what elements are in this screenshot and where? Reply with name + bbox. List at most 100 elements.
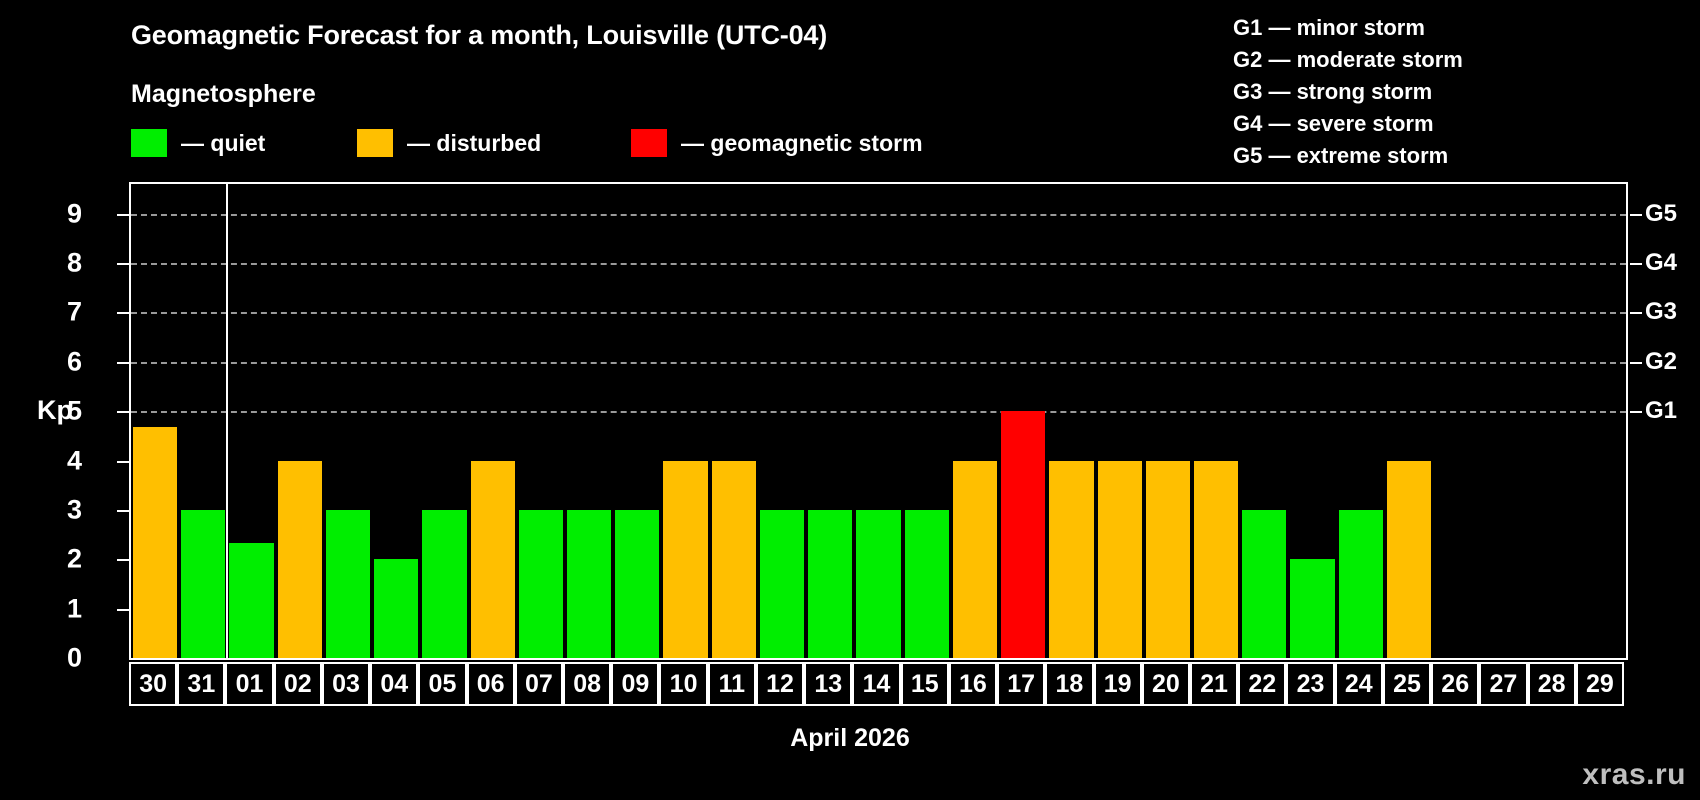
g-tick-label-G4: G4: [1645, 249, 1678, 276]
bar-day-11: [711, 460, 756, 658]
bar-day-04: [374, 559, 419, 658]
legend-swatch-icon: [631, 129, 667, 157]
bar-day-31: [181, 509, 226, 658]
plot-area: [129, 182, 1628, 660]
storm-scale-legend: G1 — minor storm G2 — moderate storm G3 — …: [1233, 12, 1463, 172]
legend-label: — geomagnetic storm: [681, 129, 923, 156]
y-tick-label-8: 8: [66, 247, 82, 278]
g-tick-mark-G1: [1630, 411, 1642, 414]
day-cell-02: 02: [273, 662, 322, 706]
bar-day-25: [1386, 460, 1432, 658]
day-cell-15: 15: [900, 662, 949, 706]
gridline-kp-8: [131, 263, 1626, 265]
day-cell-30: 30: [129, 662, 178, 706]
x-axis-label: April 2026: [790, 724, 910, 752]
day-cell-01: 01: [225, 662, 274, 706]
day-cell-12: 12: [755, 662, 805, 706]
bar-day-23: [1290, 559, 1335, 658]
bar-day-30: [133, 427, 178, 658]
y-tick-label-2: 2: [66, 543, 82, 574]
y-tick-label-5: 5: [66, 395, 82, 426]
y-axis-label: Kp: [37, 395, 73, 425]
bar-day-21: [1193, 460, 1239, 658]
day-cell-04: 04: [370, 662, 419, 706]
bar-day-16: [952, 460, 998, 658]
day-cell-24: 24: [1334, 662, 1383, 706]
day-cell-22: 22: [1238, 662, 1287, 706]
legend-swatch-icon: [131, 129, 167, 157]
bar-day-05: [422, 509, 467, 658]
day-cell-13: 13: [804, 662, 853, 706]
day-cell-18: 18: [1045, 662, 1094, 706]
gridline-kp-7: [131, 312, 1626, 315]
day-cell-21: 21: [1189, 662, 1239, 706]
y-tick-label-9: 9: [66, 198, 82, 229]
storm-scale-item-5: G5 — extreme storm: [1233, 143, 1449, 168]
day-cell-16: 16: [948, 662, 998, 706]
storm-scale-item-4: G4 — severe storm: [1233, 111, 1434, 136]
legend-item-1: — disturbed: [357, 128, 541, 158]
y-tick-mark-6: [117, 361, 129, 364]
bar-day-03: [325, 509, 371, 658]
day-cell-03: 03: [321, 662, 371, 706]
storm-scale-item-1: G1 — minor storm: [1233, 15, 1425, 40]
legend-label: — disturbed: [407, 129, 542, 156]
bar-day-07: [518, 509, 564, 658]
bar-day-22: [1242, 509, 1287, 658]
day-cell-31: 31: [177, 662, 226, 706]
day-cell-08: 08: [563, 662, 612, 706]
day-cell-17: 17: [997, 662, 1046, 706]
bar-day-20: [1145, 460, 1190, 658]
g-tick-mark-G3: [1630, 312, 1642, 315]
y-tick-label-0: 0: [66, 642, 82, 673]
g-tick-label-G2: G2: [1645, 347, 1678, 375]
y-tick-mark-9: [117, 213, 129, 216]
bar-day-18: [1049, 460, 1094, 658]
day-cell-28: 28: [1527, 662, 1576, 706]
day-cell-23: 23: [1286, 662, 1335, 706]
y-tick-mark-4: [117, 460, 129, 463]
y-tick-mark-1: [117, 608, 129, 611]
day-cell-14: 14: [852, 662, 901, 706]
bar-day-15: [904, 509, 949, 658]
y-tick-mark-7: [117, 312, 129, 315]
chart-subtitle: Magnetosphere: [131, 80, 316, 108]
day-axis: 30 31 01 02 03 04 05 06 07 08 09 10 11 12 13 14 15 16 17 18…: [129, 662, 1628, 706]
legend-item-2: — geomagnetic storm: [631, 128, 923, 158]
g-tick-label-G5: G5: [1645, 199, 1678, 227]
legend-label: — quiet: [181, 129, 266, 156]
g-tick-mark-G2: [1630, 361, 1642, 364]
day-cell-26: 26: [1431, 662, 1480, 706]
legend-swatch-icon: [357, 129, 393, 157]
g-tick-mark-G5: [1630, 213, 1642, 216]
day-cell-10: 10: [659, 662, 708, 706]
bar-day-01: [229, 542, 274, 658]
day-cell-09: 09: [611, 662, 660, 706]
watermark: xras.ru: [1582, 758, 1686, 791]
y-tick-label-7: 7: [66, 296, 82, 327]
g-tick-label-G3: G3: [1645, 298, 1678, 326]
y-tick-label-1: 1: [66, 593, 82, 624]
day-cell-07: 07: [514, 662, 564, 706]
day-cell-29: 29: [1575, 662, 1624, 706]
legend-item-0: — quiet: [131, 128, 265, 158]
bar-day-19: [1097, 460, 1142, 658]
y-tick-mark-3: [117, 509, 129, 512]
day-cell-25: 25: [1382, 662, 1432, 706]
bar-day-17: [1001, 411, 1046, 658]
gridline-kp-6: [131, 361, 1626, 364]
bar-day-14: [856, 509, 901, 658]
g-tick-label-G1: G1: [1645, 397, 1678, 425]
storm-scale-item-2: G2 — moderate storm: [1233, 47, 1463, 72]
bar-day-08: [567, 509, 612, 658]
bar-day-10: [663, 460, 708, 658]
month-separator: [226, 184, 229, 658]
day-cell-20: 20: [1141, 662, 1190, 706]
day-cell-11: 11: [707, 662, 756, 706]
y-tick-label-3: 3: [66, 494, 82, 525]
storm-scale-item-3: G3 — strong storm: [1233, 79, 1433, 104]
bar-day-02: [277, 460, 322, 658]
y-tick-mark-8: [117, 263, 129, 265]
day-cell-06: 06: [466, 662, 515, 706]
